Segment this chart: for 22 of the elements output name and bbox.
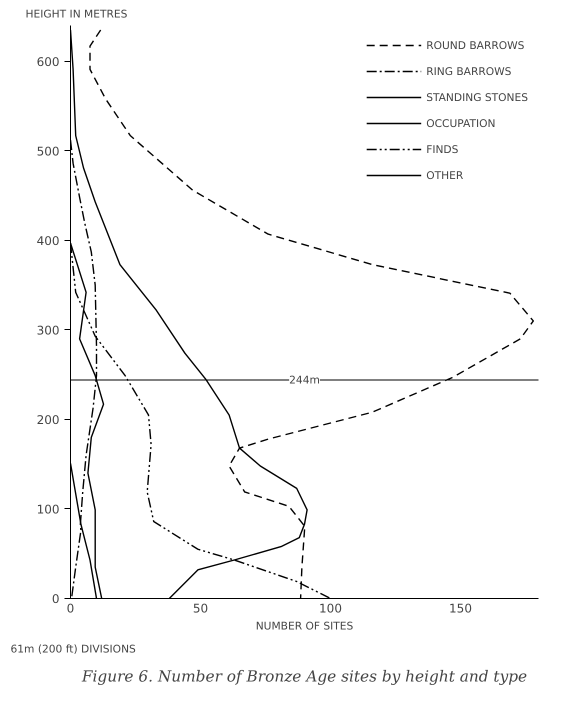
ref-line-label: 244m [289,374,320,387]
x-tick-label: 0 [66,602,74,616]
y-tick-label: 500 [36,144,60,158]
y-tick-label: 300 [36,323,60,338]
y-tick-label: 400 [36,234,60,248]
text: OCCUPATION [426,116,496,130]
y-tick-label: 600 [36,54,60,69]
y-tick-label: 0 [52,592,60,606]
text: RING BARROWS [426,64,512,78]
x-tick-label: 50 [192,602,208,616]
text: Figure 6. Number of Bronze Age sites by height and type [80,668,528,686]
text: 61m (200 ft) DIVISIONS [10,642,136,656]
text: STANDING STONES [426,90,528,104]
y-axis-title: HEIGHT IN METRES [26,8,128,20]
y-tick-label: 200 [36,412,60,427]
x-tick-label: 150 [449,602,472,616]
text: FINDS [426,142,458,156]
text: OTHER [426,168,464,182]
y-tick-label: 100 [36,502,60,516]
text: ROUND BARROWS [426,38,524,52]
x-tick-label: 100 [319,602,342,616]
x-axis-title: NUMBER OF SITES [256,620,354,632]
